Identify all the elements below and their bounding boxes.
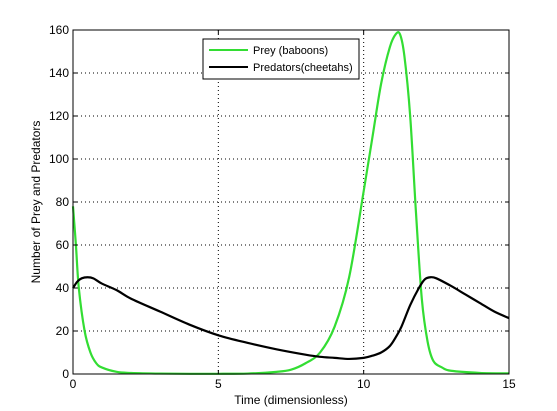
y-tick-label: 100 bbox=[49, 152, 69, 166]
x-tick-label: 15 bbox=[502, 377, 516, 391]
y-tick-label: 120 bbox=[49, 109, 69, 123]
series-lines bbox=[71, 31, 510, 375]
y-axis-label: Number of Prey and Predators bbox=[29, 121, 43, 284]
x-tick-label: 10 bbox=[357, 377, 371, 391]
grid-lines bbox=[73, 30, 509, 374]
x-tick-label: 5 bbox=[215, 377, 222, 391]
prey-line bbox=[71, 31, 510, 375]
axis-ticks: 0 5 10 15 0 20 40 60 80 100 120 140 160 bbox=[49, 23, 516, 391]
y-tick-label: 160 bbox=[49, 23, 69, 37]
y-tick-label: 20 bbox=[56, 324, 70, 338]
legend-label-prey: Prey (baboons) bbox=[253, 45, 328, 57]
legend-box bbox=[202, 38, 360, 80]
legend: Prey (baboons) Predators(cheetahs) bbox=[202, 38, 360, 80]
y-tick-label: 0 bbox=[62, 367, 69, 381]
y-tick-label: 140 bbox=[49, 66, 69, 80]
plot-frame bbox=[72, 29, 510, 375]
y-tick-label: 80 bbox=[56, 195, 70, 209]
legend-label-predators: Predators(cheetahs) bbox=[253, 62, 353, 74]
x-axis-label: Time (dimensionless) bbox=[234, 393, 348, 407]
predators-line bbox=[72, 276, 510, 361]
y-tick-label: 60 bbox=[56, 238, 70, 252]
y-tick-label: 40 bbox=[56, 281, 70, 295]
x-tick-label: 0 bbox=[70, 377, 77, 391]
